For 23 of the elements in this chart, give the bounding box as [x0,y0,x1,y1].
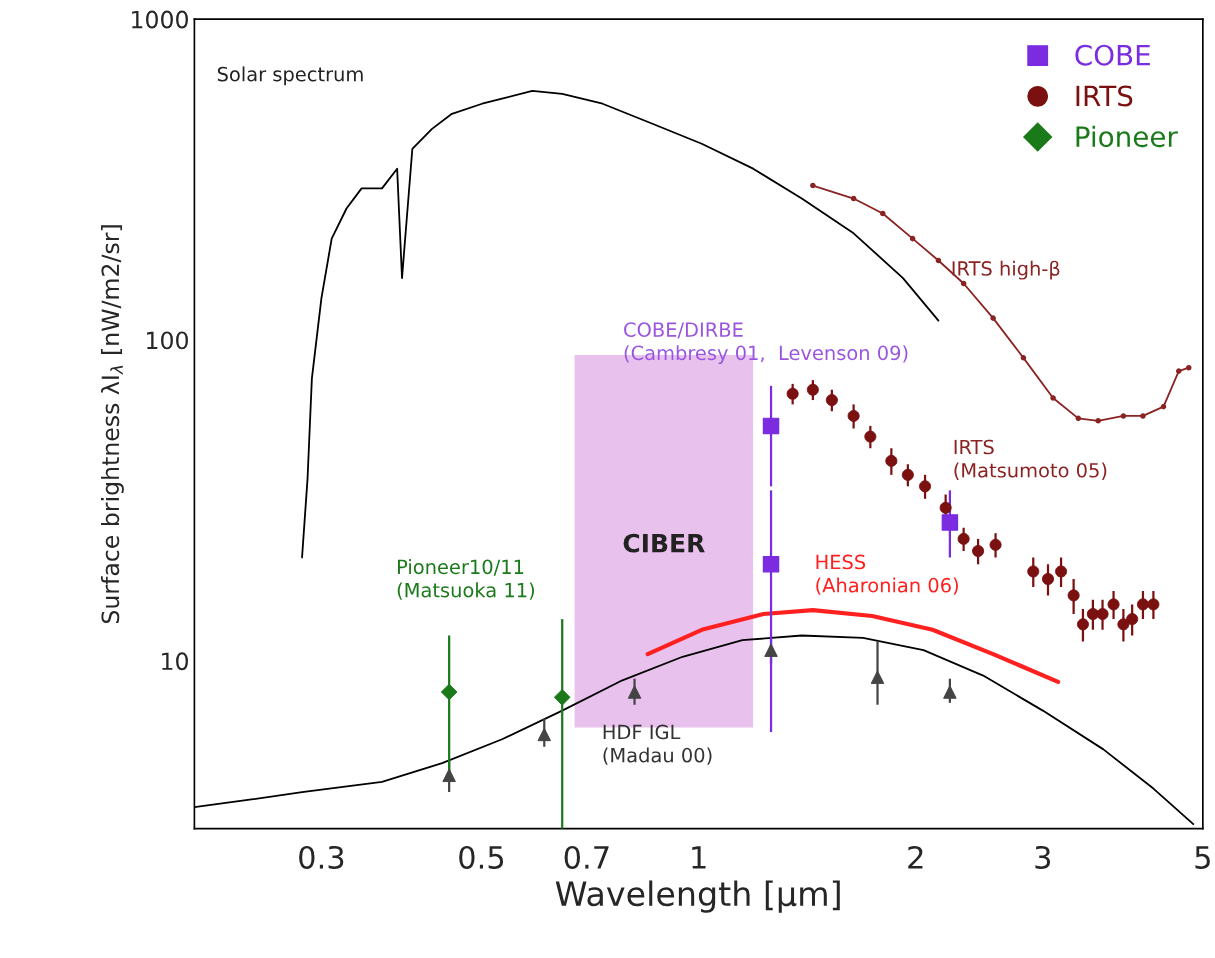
y-tick-label: 10 [162,652,188,671]
annotation: COBE/DIRBE (Cambresy 01, Levenson 09) [624,322,908,364]
annotation: Solar spectrum [217,66,363,86]
y-axis-title: Surface brightness λI$_{λ}$ [nW/m2/sr] [100,225,124,624]
x-tick-label: 0.5 [459,845,504,869]
x-tick-label: 3 [1035,845,1051,869]
x-tick-label: 0.7 [564,845,609,869]
annotation: HESS (Aharonian 06) [816,554,958,595]
y-tick-label: 100 [147,331,188,350]
legend-label: Pioneer [1076,125,1178,148]
annotation: Pioneer10/11 (Matsuoka 11) [397,559,535,600]
x-axis-title: Wavelength [μm] [555,880,840,913]
annotation: HDF IGL (Madau 00) [603,724,712,765]
legend-label: IRTS [1076,85,1133,107]
x-tick-label: 1 [692,846,706,869]
y-tick-label: 1000 [132,10,188,29]
x-tick-label: 0.3 [299,845,344,869]
x-tick-label: 2 [908,845,923,869]
legend-label: COBE [1075,44,1150,66]
annotation: IRTS high-β [952,260,1060,280]
x-tick-label: 5 [1195,846,1210,869]
band-label: CIBER [623,533,705,553]
annotation: IRTS (Matsumoto 05) [954,439,1107,480]
